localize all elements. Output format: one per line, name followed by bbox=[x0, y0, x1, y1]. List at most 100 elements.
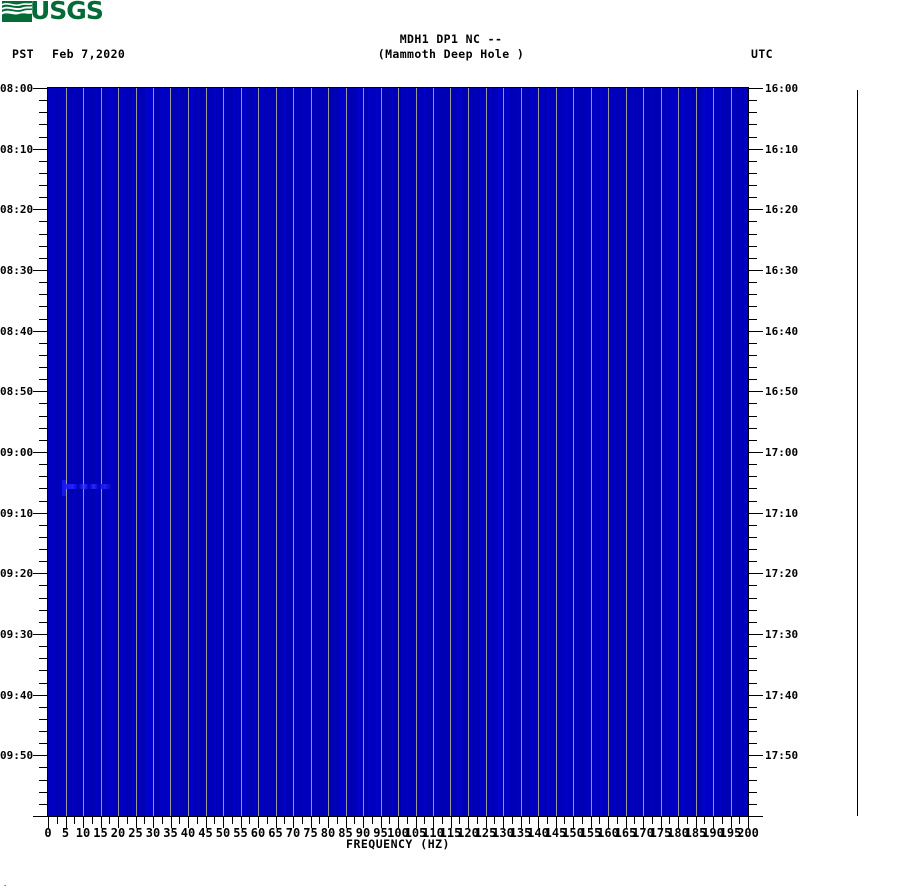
time-tick-minor bbox=[749, 780, 757, 781]
time-tick-major bbox=[749, 755, 763, 756]
frequency-tick-minor bbox=[74, 817, 75, 824]
time-tick-major bbox=[749, 513, 763, 514]
utc-time-label: 17:00 bbox=[765, 446, 798, 459]
time-tick-major bbox=[749, 88, 763, 89]
utc-time-label: 17:50 bbox=[765, 749, 798, 762]
time-tick-minor bbox=[39, 719, 47, 720]
frequency-gridline bbox=[450, 88, 451, 816]
spectral-noise-band bbox=[518, 88, 520, 816]
spectral-noise-band bbox=[283, 88, 285, 816]
time-tick-minor bbox=[749, 670, 757, 671]
frequency-tick-minor bbox=[284, 817, 285, 824]
time-tick-minor bbox=[749, 804, 757, 805]
time-tick-minor bbox=[749, 379, 757, 380]
frequency-gridline bbox=[503, 88, 504, 816]
spectral-noise-band bbox=[357, 88, 359, 816]
time-tick-minor bbox=[749, 112, 757, 113]
spectral-noise-band bbox=[377, 88, 380, 816]
time-tick-minor bbox=[749, 367, 757, 368]
spectral-noise-band bbox=[245, 88, 247, 816]
frequency-gridline bbox=[591, 88, 592, 816]
time-tick-minor bbox=[749, 658, 757, 659]
frequency-gridline bbox=[276, 88, 277, 816]
pst-time-label: 09:40 bbox=[0, 689, 32, 702]
pst-time-label: 08:50 bbox=[0, 385, 32, 398]
time-tick-minor bbox=[39, 464, 47, 465]
spectral-noise-band bbox=[429, 88, 430, 816]
time-tick-minor bbox=[39, 319, 47, 320]
utc-time-label: 16:50 bbox=[765, 385, 798, 398]
spectral-noise-band bbox=[87, 88, 89, 816]
time-tick-minor bbox=[39, 197, 47, 198]
frequency-gridline bbox=[661, 88, 662, 816]
time-tick-minor bbox=[39, 258, 47, 259]
pst-time-label: 09:30 bbox=[0, 628, 32, 641]
utc-time-label: 17:20 bbox=[765, 567, 798, 580]
frequency-gridline bbox=[468, 88, 469, 816]
time-tick-minor bbox=[749, 124, 757, 125]
frequency-tick-minor bbox=[372, 817, 373, 824]
time-tick-major bbox=[33, 452, 47, 453]
time-tick-minor bbox=[749, 525, 757, 526]
time-tick-minor bbox=[749, 683, 757, 684]
spectral-noise-band bbox=[262, 88, 264, 816]
frequency-gridline bbox=[311, 88, 312, 816]
time-tick-minor bbox=[39, 780, 47, 781]
spectral-noise-band bbox=[132, 88, 134, 816]
frequency-tick-minor bbox=[617, 817, 618, 824]
spectral-noise-band bbox=[734, 88, 735, 816]
time-tick-minor bbox=[39, 246, 47, 247]
time-tick-minor bbox=[749, 646, 757, 647]
time-tick-minor bbox=[749, 221, 757, 222]
time-tick-minor bbox=[39, 124, 47, 125]
time-tick-minor bbox=[749, 598, 757, 599]
frequency-tick-minor bbox=[652, 817, 653, 824]
frequency-gridline bbox=[416, 88, 417, 816]
frequency-tick-minor bbox=[634, 817, 635, 824]
frequency-tick-minor bbox=[582, 817, 583, 824]
spectral-noise-band bbox=[708, 88, 711, 816]
time-tick-major bbox=[33, 573, 47, 574]
time-tick-minor bbox=[39, 234, 47, 235]
low-frequency-event-streak bbox=[64, 484, 112, 489]
frequency-gridline bbox=[713, 88, 714, 816]
spectral-noise-band bbox=[180, 88, 182, 816]
station-title: MDH1 DP1 NC -- bbox=[0, 32, 902, 46]
frequency-tick-minor bbox=[529, 817, 530, 824]
time-tick-major bbox=[33, 816, 47, 817]
utc-time-label: 16:40 bbox=[765, 325, 798, 338]
frequency-tick-minor bbox=[739, 817, 740, 824]
left-axis-line bbox=[47, 88, 48, 817]
spectral-noise-band bbox=[333, 88, 335, 816]
time-tick-minor bbox=[39, 670, 47, 671]
spectral-noise-band bbox=[137, 88, 138, 816]
time-tick-minor bbox=[749, 792, 757, 793]
frequency-gridline bbox=[170, 88, 171, 816]
frequency-tick-minor bbox=[92, 817, 93, 824]
time-tick-major bbox=[749, 573, 763, 574]
time-tick-minor bbox=[749, 476, 757, 477]
frequency-tick-minor bbox=[722, 817, 723, 824]
frequency-gridline bbox=[538, 88, 539, 816]
time-tick-minor bbox=[39, 428, 47, 429]
usgs-logo-text: USGS bbox=[30, 0, 103, 23]
frequency-gridline bbox=[188, 88, 189, 816]
time-tick-major bbox=[749, 634, 763, 635]
frequency-gridline bbox=[696, 88, 697, 816]
time-tick-minor bbox=[749, 464, 757, 465]
spectral-noise-band bbox=[600, 88, 602, 816]
spectral-noise-band bbox=[391, 88, 393, 816]
spectral-noise-band bbox=[409, 88, 412, 816]
time-tick-major bbox=[749, 391, 763, 392]
spectral-noise-band bbox=[743, 88, 745, 816]
frequency-tick-minor bbox=[179, 817, 180, 824]
spectral-noise-band bbox=[402, 88, 404, 816]
pst-time-label: 08:00 bbox=[0, 82, 32, 95]
time-tick-minor bbox=[39, 306, 47, 307]
frequency-tick-minor bbox=[704, 817, 705, 824]
spectrogram-plot[interactable] bbox=[48, 88, 748, 816]
spectral-noise-band bbox=[421, 88, 424, 816]
time-tick-minor bbox=[39, 355, 47, 356]
time-tick-minor bbox=[39, 379, 47, 380]
frequency-gridline bbox=[223, 88, 224, 816]
